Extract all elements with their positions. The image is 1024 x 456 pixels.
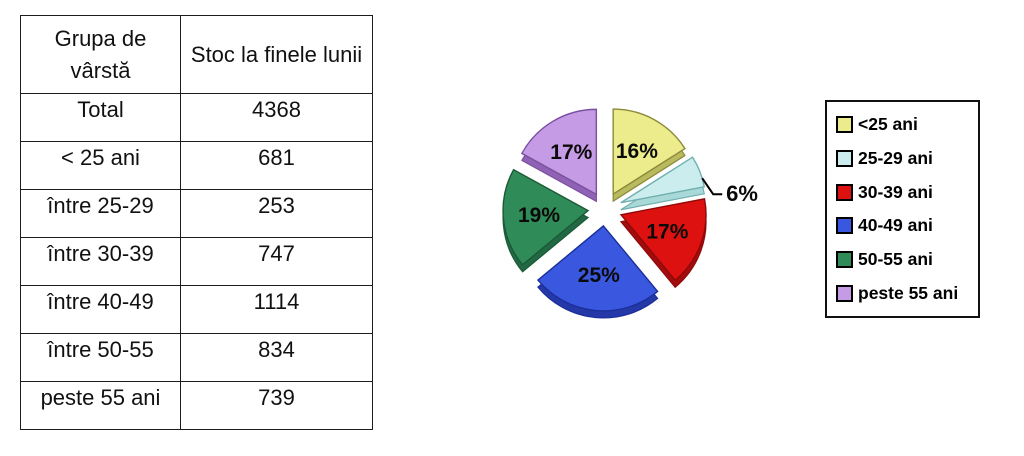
table-cell-age: între 30-39	[20, 237, 181, 286]
legend-item: <25 ani	[836, 114, 974, 135]
legend-swatch-icon	[836, 217, 853, 235]
table-cell-stock: 1114	[180, 285, 373, 334]
table-row: Total 4368	[20, 93, 373, 142]
table-cell-stock: 253	[180, 189, 373, 238]
legend-item-label: 40-49 ani	[858, 215, 933, 236]
pie-percent-label: 16%	[616, 140, 658, 163]
legend-item-label: peste 55 ani	[858, 282, 959, 303]
legend-swatch-icon	[836, 116, 853, 134]
table-cell-stock: 681	[180, 141, 373, 190]
legend-item: 40-49 ani	[836, 215, 974, 236]
table-cell-stock: 4368	[180, 93, 373, 142]
legend-swatch-icon	[836, 149, 853, 167]
table-cell-stock: 739	[180, 381, 373, 430]
legend-swatch-icon	[836, 183, 853, 201]
pie-slice	[536, 224, 659, 312]
table-row: < 25 ani 681	[20, 141, 373, 190]
pie-slice	[502, 168, 590, 266]
pie-callout-line	[701, 177, 723, 196]
pie-chart: 16% 6% 17% 25% 19% 17%	[460, 90, 780, 340]
table-row: între 50-55 834	[20, 333, 373, 382]
table-cell-age: între 50-55	[20, 333, 181, 382]
pie-percent-label: 17%	[550, 141, 592, 164]
legend-item-label: 50-55 ani	[858, 248, 933, 269]
table-row: între 25-29 253	[20, 189, 373, 238]
legend-item-label: 30-39 ani	[858, 181, 933, 202]
pie-percent-label: 25%	[578, 264, 620, 287]
pie-slice	[612, 108, 686, 196]
table-header-stock: Stoc la finele lunii	[180, 15, 373, 94]
legend-item-label: 25-29 ani	[858, 147, 933, 168]
pie-percent-label: 19%	[518, 204, 560, 227]
pie-percent-label: 6%	[726, 181, 758, 206]
legend-item: 50-55 ani	[836, 249, 974, 270]
table-cell-age: între 40-49	[20, 285, 181, 334]
table-row: între 30-39 747	[20, 237, 373, 286]
table-cell-stock: 747	[180, 237, 373, 286]
pie-slice	[620, 156, 706, 204]
pie-slice	[520, 108, 598, 196]
chart-legend: <25 ani 25-29 ani 30-39 ani 40-49 ani 50…	[825, 100, 980, 318]
legend-item-label: <25 ani	[858, 114, 918, 135]
table-cell-age: între 25-29	[20, 189, 181, 238]
pie-slice	[619, 198, 707, 282]
pie-chart-svg: 16% 6% 17% 25% 19% 17%	[502, 108, 758, 319]
table-cell-age: < 25 ani	[20, 141, 181, 190]
table-cell-age: peste 55 ani	[20, 381, 181, 430]
table-cell-age: Total	[20, 93, 181, 142]
legend-swatch-icon	[836, 250, 853, 268]
table-header-row: Grupa de vârstă Stoc la finele lunii	[20, 15, 373, 94]
age-stock-table: Grupa de vârstă Stoc la finele lunii Tot…	[20, 15, 373, 430]
legend-item: peste 55 ani	[836, 283, 974, 304]
pie-percent-label: 17%	[646, 221, 688, 244]
table-row: peste 55 ani 739	[20, 381, 373, 430]
table-cell-stock: 834	[180, 333, 373, 382]
table-header-age-group: Grupa de vârstă	[20, 15, 181, 94]
legend-item: 25-29 ani	[836, 148, 974, 169]
legend-item: 30-39 ani	[836, 182, 974, 203]
legend-swatch-icon	[836, 284, 853, 302]
table-row: între 40-49 1114	[20, 285, 373, 334]
